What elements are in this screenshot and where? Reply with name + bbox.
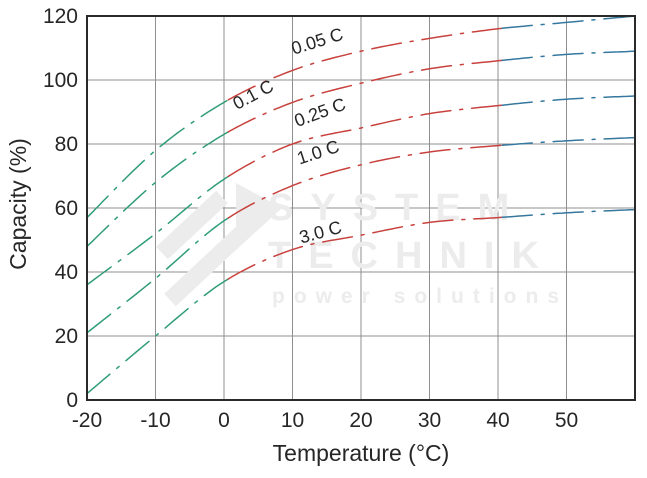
x-tick-label: -20 bbox=[72, 409, 102, 432]
y-tick-label: 100 bbox=[43, 69, 78, 92]
watermark-swoosh-bar bbox=[164, 222, 252, 307]
curve-1.0c bbox=[227, 144, 504, 219]
y-tick-label: 0 bbox=[66, 389, 78, 412]
curve-1.0c bbox=[501, 136, 636, 147]
curve-0.1c bbox=[501, 50, 636, 62]
curve-0.25c bbox=[227, 104, 504, 178]
curve-0.1c bbox=[227, 59, 504, 133]
watermark-line3: power solutions bbox=[272, 285, 568, 308]
curve-1.0c bbox=[86, 217, 230, 334]
x-tick-label: -10 bbox=[140, 409, 170, 432]
x-tick-label: 30 bbox=[418, 409, 441, 432]
curve-3.0c bbox=[86, 278, 230, 395]
watermark-line1: SYSTEM bbox=[268, 187, 526, 229]
watermark-swoosh-bar bbox=[156, 190, 228, 260]
curve-3.0c bbox=[227, 216, 504, 280]
curve-3.0c bbox=[501, 208, 636, 219]
x-tick-label: 0 bbox=[218, 409, 230, 432]
y-tick-label: 80 bbox=[55, 133, 78, 156]
y-tick-label: 40 bbox=[55, 261, 78, 284]
curve-0.05c bbox=[227, 27, 504, 101]
y-tick-label: 60 bbox=[55, 197, 78, 220]
gridlines bbox=[86, 15, 635, 401]
watermark: SYSTEM TECHNIK power solutions bbox=[156, 183, 568, 308]
curve-0.05c bbox=[86, 99, 230, 219]
curve-0.25c bbox=[86, 175, 230, 286]
curve-0.25c bbox=[501, 95, 636, 106]
x-axis-title: Temperature (°C) bbox=[273, 440, 450, 466]
capacity-curves bbox=[86, 15, 636, 395]
x-tick-label: 10 bbox=[281, 409, 304, 432]
y-tick-label: 20 bbox=[55, 325, 78, 348]
y-axis-title: Capacity (%) bbox=[5, 138, 31, 270]
watermark-line2: TECHNIK bbox=[268, 235, 556, 277]
curve-label-0.05c: 0.05 C bbox=[289, 24, 346, 59]
plot-border bbox=[86, 15, 636, 401]
watermark-swoosh-arrowhead bbox=[236, 183, 282, 250]
curve-label-0.1c: 0.1 C bbox=[229, 76, 276, 114]
x-tick-label: 20 bbox=[349, 409, 372, 432]
curve-0.05c bbox=[501, 15, 636, 30]
curve-0.1c bbox=[86, 131, 230, 248]
axis-tick-labels: -20 -10 0 10 20 30 40 50 0 20 40 60 80 100 120 bbox=[43, 5, 578, 432]
y-tick-label: 120 bbox=[43, 5, 78, 28]
watermark-logo-swoosh bbox=[156, 183, 282, 307]
x-tick-label: 40 bbox=[486, 409, 509, 432]
x-tick-label: 50 bbox=[555, 409, 578, 432]
